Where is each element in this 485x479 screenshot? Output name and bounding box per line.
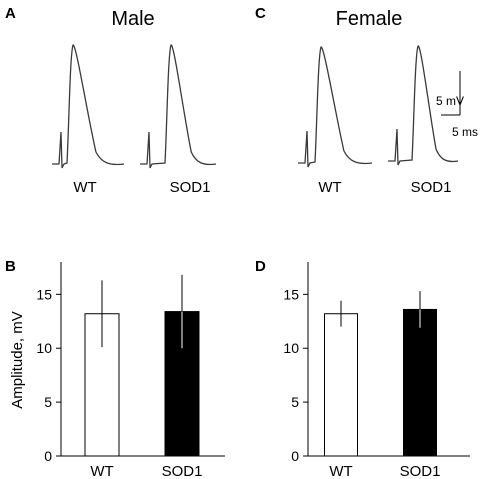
trace-male-sod1 (140, 44, 217, 169)
y-tick-label-panel-b: 5 (44, 394, 52, 410)
y-tick-label-panel-d: 0 (291, 448, 299, 464)
panel-a-trace-label-sod1: SOD1 (170, 179, 211, 196)
y-tick-label-panel-b: 15 (36, 286, 52, 302)
trace-group (52, 44, 459, 169)
panel-c-trace-label-wt: WT (318, 179, 341, 196)
panel-letter-b: B (5, 258, 16, 275)
scale-bar: 5 mV 5 ms (436, 71, 478, 139)
chart-panel-d: 0 5 10 15 WT SOD1 (283, 262, 470, 479)
panel-letter-c: C (255, 5, 266, 22)
x-tick-label-panel-b: WT (90, 463, 113, 479)
x-tick-label-panel-d: WT (329, 463, 352, 479)
x-tick-label-panel-d: SOD1 (400, 463, 441, 479)
panel-letter-d: D (255, 258, 266, 275)
panel-a-title: Male (111, 8, 154, 30)
bar-panel-d-wt (324, 313, 358, 457)
y-tick-label-panel-b: 0 (44, 448, 52, 464)
panel-letter-a: A (5, 5, 16, 22)
scale-bar-horizontal-label: 5 ms (452, 125, 478, 139)
scale-bar-vertical-label: 5 mV (436, 94, 464, 108)
y-axis-label: Amplitude, mV (9, 311, 26, 409)
chart-panel-b: 0 5 10 15 WT SOD1 (36, 262, 225, 479)
y-tick-label-panel-d: 5 (291, 394, 299, 410)
panel-c-title: Female (336, 8, 403, 30)
y-tick-label-panel-d: 15 (283, 286, 299, 302)
x-tick-label-panel-b: SOD1 (162, 463, 203, 479)
y-tick-label-panel-d: 10 (283, 340, 299, 356)
bar-panel-d-sod1 (403, 308, 437, 457)
y-tick-label-panel-b: 10 (36, 340, 52, 356)
trace-male-wt (52, 44, 125, 169)
trace-female-sod1 (388, 45, 459, 166)
panel-a-trace-label-wt: WT (73, 179, 96, 196)
trace-female-wt (298, 46, 373, 168)
panel-c-trace-label-sod1: SOD1 (411, 179, 452, 196)
